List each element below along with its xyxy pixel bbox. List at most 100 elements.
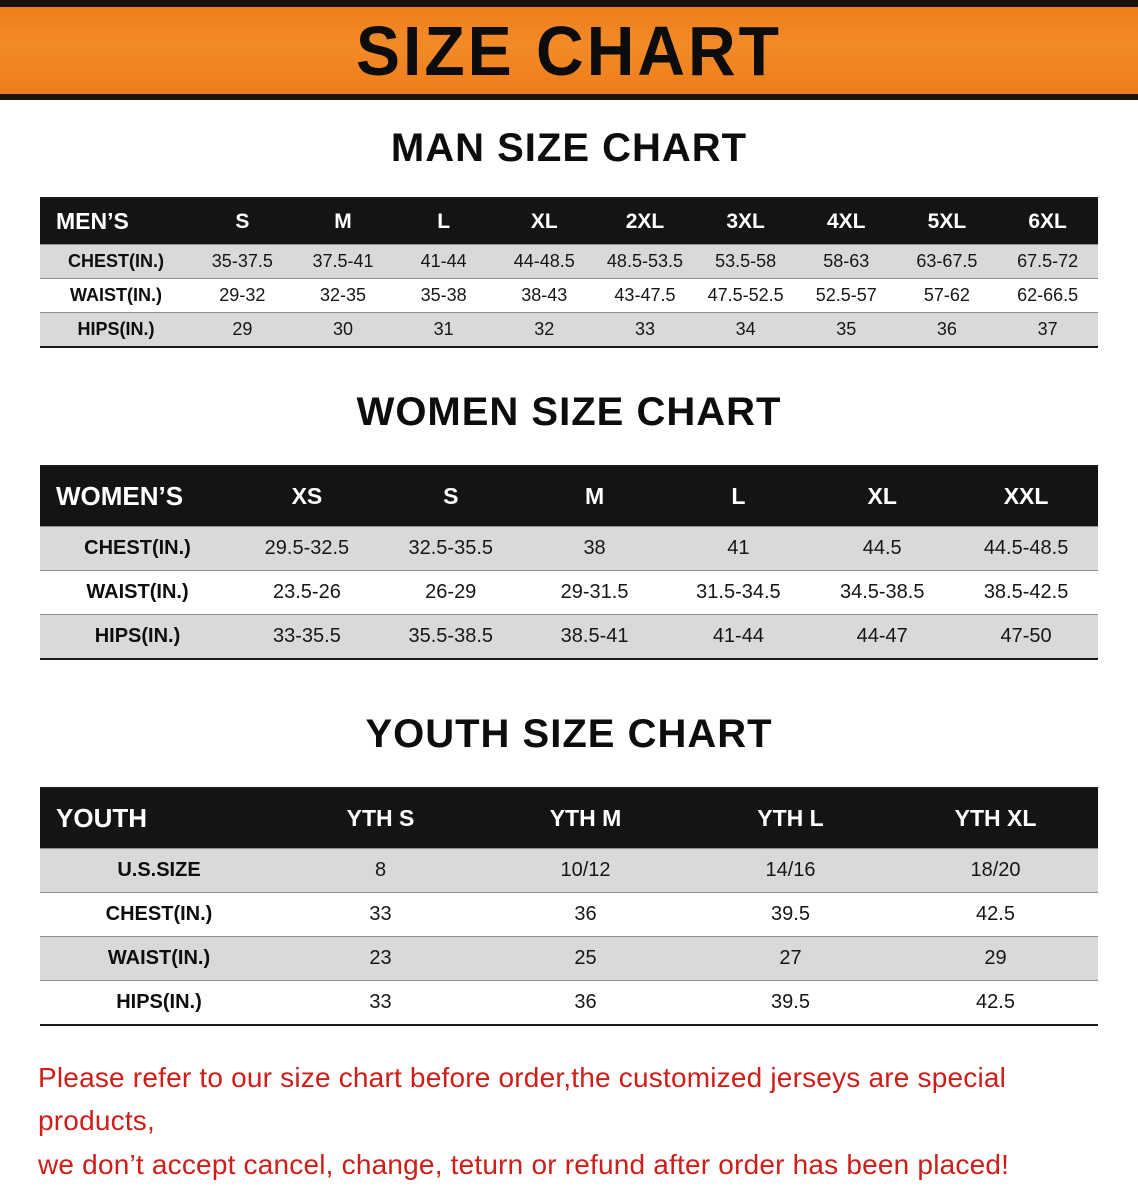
size-header-cell: 5XL [896, 198, 998, 245]
size-header-cell: S [378, 466, 523, 527]
women-size-section: WOMEN SIZE CHART WOMEN’S XS S M L XL XXL CHEST(… [0, 390, 1138, 660]
measurement-value-cell: 67.5-72 [997, 244, 1098, 279]
measurement-value-cell: 41-44 [666, 614, 811, 659]
disclaimer-line-1: Please refer to our size chart before or… [38, 1062, 1007, 1137]
size-header-cell: YTH S [278, 788, 483, 849]
size-chart-banner: SIZE CHART [0, 0, 1138, 100]
measurement-value-cell: 23.5-26 [235, 570, 379, 615]
measurement-value-cell: 32-35 [292, 278, 394, 313]
row-label-cell: WAIST(IN.) [40, 936, 278, 981]
measurement-value-cell: 44-48.5 [493, 244, 595, 279]
measurement-value-cell: 36 [483, 892, 688, 937]
measurement-row: CHEST(IN.) 29.5-32.5 32.5-35.5 38 41 44.5 44.5… [40, 526, 1098, 571]
measurement-value-cell: 34.5-38.5 [810, 570, 955, 615]
size-header-row: WOMEN’S XS S M L XL XXL [40, 466, 1098, 527]
size-header-cell: XL [810, 466, 955, 527]
measurement-value-cell: 63-67.5 [896, 244, 998, 279]
measurement-row: WAIST(IN.) 23.5-26 26-29 29-31.5 31.5-34.5 34… [40, 570, 1098, 615]
measurement-value-cell: 42.5 [893, 892, 1098, 937]
measurement-value-cell: 32.5-35.5 [378, 526, 523, 571]
measurement-value-cell: 37.5-41 [292, 244, 394, 279]
measurement-value-cell: 38 [522, 526, 667, 571]
measurement-value-cell: 36 [896, 312, 998, 347]
size-header-cell: M [292, 198, 394, 245]
disclaimer-line-2: we don’t accept cancel, change, teturn o… [38, 1148, 1010, 1180]
size-header-cell: XS [235, 466, 379, 527]
table-title-cell: WOMEN’S [40, 466, 235, 527]
table-title-cell: MEN’S [40, 198, 192, 245]
size-header-cell: 4XL [795, 198, 897, 245]
measurement-value-cell: 41 [666, 526, 811, 571]
measurement-value-cell: 18/20 [893, 848, 1098, 893]
measurement-row: WAIST(IN.) 23 25 27 29 [40, 936, 1098, 981]
size-header-cell: L [393, 198, 494, 245]
measurement-value-cell: 44.5 [810, 526, 955, 571]
row-label-cell: CHEST(IN.) [40, 244, 192, 279]
measurement-value-cell: 48.5-53.5 [594, 244, 696, 279]
men-size-table: MEN’S S M L XL 2XL 3XL 4XL 5XL 6XL CHEST(IN.) 35-37… [40, 197, 1098, 348]
measurement-value-cell: 39.5 [688, 980, 893, 1025]
measurement-value-cell: 44-47 [810, 614, 955, 659]
measurement-value-cell: 44.5-48.5 [954, 526, 1098, 571]
measurement-value-cell: 36 [483, 980, 688, 1025]
measurement-value-cell: 38-43 [493, 278, 595, 313]
row-label-cell: HIPS(IN.) [40, 980, 278, 1025]
measurement-value-cell: 33 [278, 980, 483, 1025]
size-header-cell: XL [493, 198, 595, 245]
measurement-row: U.S.SIZE 8 10/12 14/16 18/20 [40, 848, 1098, 893]
measurement-value-cell: 30 [292, 312, 394, 347]
measurement-value-cell: 29-31.5 [522, 570, 667, 615]
row-label-cell: HIPS(IN.) [40, 312, 192, 347]
measurement-value-cell: 14/16 [688, 848, 893, 893]
disclaimer-note: Please refer to our size chart before or… [38, 1056, 1100, 1186]
measurement-row: WAIST(IN.) 29-32 32-35 35-38 38-43 43-47.5 47.… [40, 278, 1098, 313]
men-section-heading: MAN SIZE CHART [390, 126, 748, 170]
size-header-cell: 2XL [594, 198, 696, 245]
measurement-value-cell: 31.5-34.5 [666, 570, 811, 615]
banner-title: SIZE CHART [356, 11, 782, 90]
measurement-value-cell: 47.5-52.5 [695, 278, 796, 313]
size-header-cell: YTH L [688, 788, 893, 849]
table-title-cell: YOUTH [40, 788, 278, 849]
measurement-value-cell: 8 [278, 848, 483, 893]
size-header-cell: YTH M [483, 788, 688, 849]
measurement-value-cell: 62-66.5 [997, 278, 1098, 313]
measurement-value-cell: 37 [997, 312, 1098, 347]
measurement-value-cell: 33-35.5 [235, 614, 379, 659]
size-header-cell: M [522, 466, 667, 527]
women-section-heading: WOMEN SIZE CHART [356, 390, 782, 434]
row-label-cell: U.S.SIZE [40, 848, 278, 893]
size-header-cell: 3XL [695, 198, 796, 245]
measurement-value-cell: 38.5-42.5 [954, 570, 1098, 615]
measurement-value-cell: 29.5-32.5 [235, 526, 379, 571]
measurement-value-cell: 57-62 [896, 278, 998, 313]
measurement-value-cell: 26-29 [378, 570, 523, 615]
measurement-value-cell: 39.5 [688, 892, 893, 937]
row-label-cell: WAIST(IN.) [40, 570, 235, 615]
measurement-value-cell: 29-32 [192, 278, 293, 313]
measurement-value-cell: 33 [278, 892, 483, 937]
row-label-cell: CHEST(IN.) [40, 892, 278, 937]
measurement-value-cell: 53.5-58 [695, 244, 796, 279]
measurement-row: HIPS(IN.) 33-35.5 35.5-38.5 38.5-41 41-44 44-… [40, 614, 1098, 659]
size-header-cell: S [192, 198, 293, 245]
measurement-value-cell: 10/12 [483, 848, 688, 893]
size-header-cell: YTH XL [893, 788, 1098, 849]
men-size-section: MAN SIZE CHART MEN’S S M L XL 2XL 3XL 4XL 5XL 6XL… [0, 126, 1138, 348]
measurement-value-cell: 31 [393, 312, 494, 347]
measurement-value-cell: 52.5-57 [795, 278, 897, 313]
row-label-cell: CHEST(IN.) [40, 526, 235, 571]
measurement-value-cell: 29 [192, 312, 293, 347]
size-header-row: YOUTH YTH S YTH M YTH L YTH XL [40, 788, 1098, 849]
measurement-value-cell: 23 [278, 936, 483, 981]
measurement-value-cell: 35.5-38.5 [378, 614, 523, 659]
measurement-value-cell: 42.5 [893, 980, 1098, 1025]
measurement-value-cell: 32 [493, 312, 595, 347]
measurement-row: CHEST(IN.) 35-37.5 37.5-41 41-44 44-48.5 48.5… [40, 244, 1098, 279]
measurement-value-cell: 33 [594, 312, 696, 347]
youth-size-table: YOUTH YTH S YTH M YTH L YTH XL U.S.SIZE 8 10/12… [40, 787, 1098, 1026]
measurement-row: CHEST(IN.) 33 36 39.5 42.5 [40, 892, 1098, 937]
size-header-row: MEN’S S M L XL 2XL 3XL 4XL 5XL 6XL [40, 198, 1098, 245]
measurement-value-cell: 43-47.5 [594, 278, 696, 313]
size-header-cell: XXL [954, 466, 1098, 527]
